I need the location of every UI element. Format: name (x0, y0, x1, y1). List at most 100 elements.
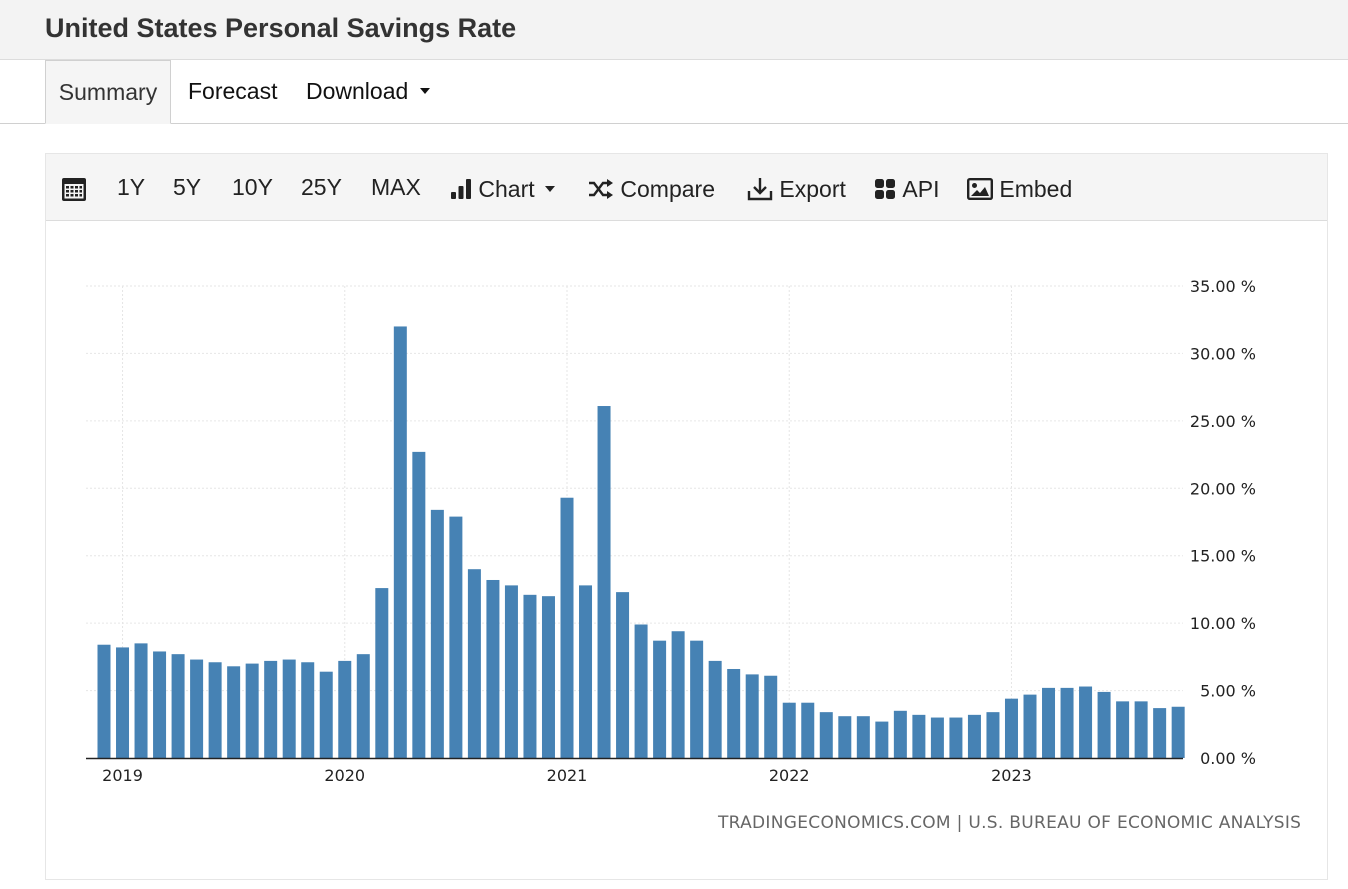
bar (579, 585, 593, 758)
range-10y-button[interactable]: 10Y (232, 174, 273, 200)
bar (134, 643, 148, 758)
bar (1079, 686, 1093, 758)
bar (727, 668, 741, 758)
bar (782, 702, 796, 758)
bar (97, 644, 111, 758)
tab-download[interactable]: Download (306, 60, 431, 123)
y-tick-label: 0.00 % (1200, 749, 1256, 768)
range-max-button[interactable]: MAX (371, 174, 421, 200)
page-header: United States Personal Savings Rate (0, 0, 1348, 60)
bar (856, 716, 870, 758)
bar (227, 666, 241, 758)
bar (153, 651, 167, 758)
export-button[interactable]: Export (747, 154, 846, 220)
bar (1097, 691, 1111, 758)
chart-type-label: Chart (478, 175, 535, 202)
bar (338, 660, 352, 758)
bar (801, 702, 815, 758)
x-tick-label: 2021 (547, 766, 588, 785)
bar (560, 497, 574, 758)
chart-panel: 1Y 5Y 10Y 25Y MAX Chart Compare (45, 153, 1328, 880)
x-tick-label: 2020 (324, 766, 365, 785)
bar (875, 721, 889, 758)
export-label: Export (779, 175, 846, 202)
bar (986, 712, 1000, 758)
bar (245, 663, 259, 758)
bar (690, 640, 704, 758)
bar (930, 717, 944, 758)
api-button[interactable]: API (874, 154, 939, 220)
bar (819, 712, 833, 758)
range-1y-button[interactable]: 1Y (117, 174, 146, 200)
chart-source: TRADINGECONOMICS.COM | U.S. BUREAU OF EC… (718, 813, 1302, 833)
bar (597, 406, 611, 758)
shuffle-icon (589, 178, 613, 199)
x-tick-label: 2022 (769, 766, 810, 785)
compare-button[interactable]: Compare (588, 154, 715, 220)
bar (1134, 701, 1148, 758)
bar (745, 674, 759, 758)
bar (634, 624, 648, 758)
bar (449, 516, 463, 758)
bar (541, 596, 555, 758)
bar (1153, 708, 1167, 758)
chevron-down-icon (544, 185, 555, 192)
bar (375, 588, 389, 758)
bar (264, 660, 278, 758)
range-5y-button[interactable]: 5Y (173, 174, 202, 200)
embed-label: Embed (999, 175, 1073, 202)
y-tick-label: 35.00 % (1190, 277, 1256, 296)
bar (1023, 694, 1037, 758)
y-tick-label: 30.00 % (1190, 344, 1256, 363)
bar (504, 585, 518, 758)
bar-chart-icon (451, 178, 471, 199)
bar (116, 647, 130, 758)
bar (653, 640, 667, 758)
bar (616, 592, 630, 758)
bar (1042, 687, 1056, 758)
y-tick-label: 15.00 % (1190, 547, 1256, 566)
chevron-down-icon (420, 88, 431, 95)
tab-bar: Summary Forecast Download (0, 60, 1348, 124)
bar (708, 660, 722, 758)
api-label: API (902, 175, 940, 202)
tab-forecast[interactable]: Forecast (188, 78, 278, 104)
bar (1171, 706, 1185, 758)
calendar-button[interactable] (61, 154, 87, 220)
x-tick-label: 2023 (991, 766, 1032, 785)
bar (356, 654, 370, 758)
bar (967, 714, 981, 758)
y-tick-label: 10.00 % (1190, 614, 1256, 633)
range-25y-button[interactable]: 25Y (301, 174, 342, 200)
bar (171, 654, 185, 758)
calendar-icon (62, 177, 86, 201)
bar (1060, 687, 1074, 758)
bar (912, 714, 926, 758)
grid-icon (875, 178, 895, 199)
bar (190, 659, 204, 758)
bar (764, 675, 778, 758)
bar (301, 662, 315, 758)
bar (319, 671, 333, 758)
bar (1116, 701, 1130, 758)
tab-download-label: Download (306, 78, 409, 104)
bar (1004, 698, 1018, 758)
bar (282, 659, 296, 758)
chart-toolbar: 1Y 5Y 10Y 25Y MAX Chart Compare (46, 154, 1327, 221)
bar (467, 569, 481, 758)
embed-button[interactable]: Embed (967, 154, 1072, 220)
page-title: United States Personal Savings Rate (45, 13, 517, 43)
bar (412, 451, 426, 758)
x-tick-label: 2019 (102, 766, 143, 785)
y-tick-label: 20.00 % (1190, 479, 1256, 498)
chart-type-button[interactable]: Chart (450, 154, 555, 220)
bar (838, 716, 852, 758)
bar (393, 326, 407, 758)
bar (208, 662, 222, 758)
y-tick-label: 5.00 % (1200, 682, 1256, 701)
tab-summary[interactable]: Summary (45, 60, 171, 124)
compare-label: Compare (620, 175, 715, 202)
bar (893, 710, 907, 758)
bar (430, 509, 444, 758)
